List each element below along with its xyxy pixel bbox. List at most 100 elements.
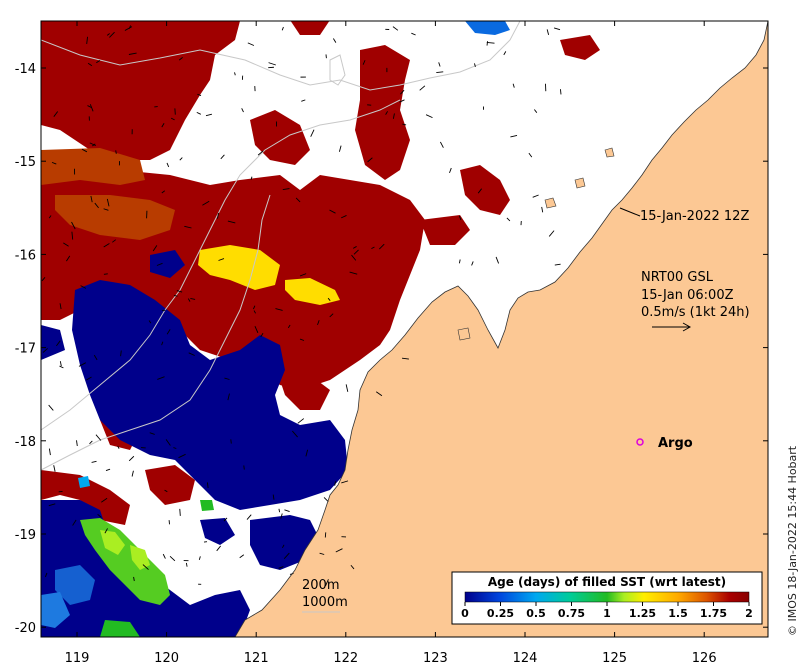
current-vector <box>103 208 109 211</box>
timestamp-label: 15-Jan-2022 12Z <box>640 209 749 224</box>
current-vector <box>243 465 245 470</box>
legend-tick-label: 1.25 <box>629 607 656 620</box>
current-vector <box>260 332 264 338</box>
current-vector <box>436 71 444 74</box>
current-vector <box>156 262 163 266</box>
current-vector <box>247 42 255 46</box>
current-vector <box>86 376 92 381</box>
current-vector <box>471 261 474 266</box>
current-vector <box>227 220 236 224</box>
lon-tick-label: 119 <box>65 651 90 666</box>
current-vector <box>299 338 305 341</box>
current-vector <box>63 242 69 247</box>
current-vector <box>554 263 561 266</box>
current-vector <box>90 195 93 203</box>
current-vector <box>106 198 110 207</box>
current-vector <box>329 313 334 318</box>
current-vector <box>284 509 290 513</box>
current-vector <box>59 303 62 310</box>
lon-tick-label: 125 <box>602 651 627 666</box>
current-vector <box>335 548 343 553</box>
current-vector <box>292 430 298 438</box>
current-vector <box>89 104 94 112</box>
current-vector <box>287 324 291 329</box>
current-vector <box>546 29 550 36</box>
current-vector <box>131 470 134 477</box>
current-vector <box>310 129 315 137</box>
current-vector <box>48 503 56 507</box>
current-vector <box>80 285 87 289</box>
current-vector <box>59 361 62 367</box>
current-vector <box>319 552 325 555</box>
current-vector <box>53 465 56 472</box>
current-vector <box>299 273 307 277</box>
current-vector <box>281 26 284 31</box>
current-vector <box>351 254 357 261</box>
coastline <box>234 21 768 637</box>
sst-blue-region <box>41 21 510 628</box>
current-vector <box>275 308 283 311</box>
legend-title: Age (days) of filled SST (wrt latest) <box>488 575 726 589</box>
lon-tick-label: 121 <box>244 651 269 666</box>
current-vector <box>305 449 309 457</box>
current-vector <box>282 188 290 191</box>
legend-tick-label: 1.75 <box>700 607 727 620</box>
current-vector <box>528 152 533 158</box>
current-vector <box>280 513 283 519</box>
longitude-axis: 119 120 121 122 123 124 125 126 <box>65 21 717 666</box>
current-vector <box>329 209 336 214</box>
legend-colorbar <box>464 591 750 603</box>
current-vector <box>71 231 74 240</box>
current-vector <box>495 256 500 264</box>
current-vector <box>166 329 171 335</box>
currents-time: 15-Jan 06:00Z <box>641 288 734 303</box>
current-vector <box>89 142 96 147</box>
current-vector <box>399 99 405 103</box>
current-vector <box>152 245 158 252</box>
current-vector <box>392 113 395 119</box>
current-vector <box>241 108 244 113</box>
current-vector <box>184 225 192 229</box>
current-vector <box>371 246 375 249</box>
current-vector <box>257 150 264 156</box>
current-vector <box>510 135 518 138</box>
lat-tick-label: -19 <box>15 528 36 543</box>
current-vector <box>78 362 86 367</box>
lon-tick-label: 122 <box>333 651 358 666</box>
current-vector <box>104 528 108 534</box>
current-vector <box>44 572 48 578</box>
current-vector <box>449 167 452 174</box>
current-vector <box>91 460 97 463</box>
current-vector <box>206 482 209 489</box>
current-vector <box>66 255 71 262</box>
current-vector <box>439 141 444 148</box>
current-vector <box>272 494 275 500</box>
current-vector <box>477 188 483 194</box>
current-vector <box>401 357 409 360</box>
current-vector <box>51 161 57 165</box>
current-vector <box>48 404 54 411</box>
legend-tick-label: 1.5 <box>668 607 688 620</box>
current-vector <box>161 122 165 128</box>
lat-tick-label: -18 <box>15 435 36 450</box>
current-vector <box>103 273 108 275</box>
current-vector <box>362 60 366 65</box>
current-vector <box>162 553 166 559</box>
current-vector <box>161 190 166 194</box>
current-vector <box>327 297 331 301</box>
legend-tick-label: 0.75 <box>558 607 585 620</box>
currents-title: NRT00 GSL <box>641 270 714 285</box>
current-vector <box>164 489 168 493</box>
legend-tick-label: 0 <box>461 607 469 620</box>
current-vector <box>86 36 88 44</box>
legend-tick-label: 2 <box>745 607 753 620</box>
current-vector <box>72 519 77 526</box>
latitude-axis: -14 -15 -16 -17 -18 -19 -20 <box>15 62 768 636</box>
current-vector <box>250 176 253 180</box>
lat-tick-label: -15 <box>15 155 36 170</box>
current-vector <box>503 51 507 56</box>
current-vector <box>282 544 285 549</box>
current-vector <box>254 326 259 333</box>
current-vector <box>278 508 281 513</box>
